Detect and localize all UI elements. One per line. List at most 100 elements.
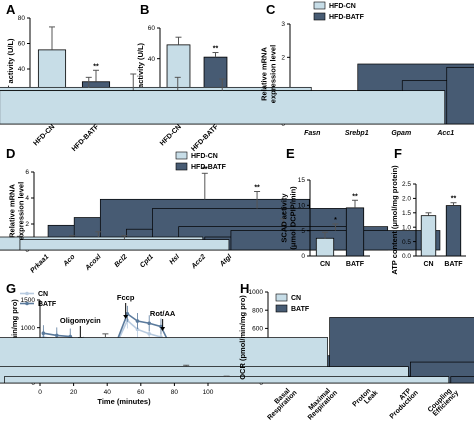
x-category-label-A: HFD-BATF: [71, 123, 101, 153]
y-axis-title-text: Relative mRNA: [8, 184, 17, 238]
bar-F-CN: [420, 215, 437, 257]
y-axis-title-H: OCR (pmol/min/mg pro): [238, 295, 247, 380]
y-tick-label-A: 80: [18, 15, 26, 22]
significance-marker-D: **: [254, 185, 260, 192]
x-category-label-D: Prkaa1: [29, 253, 50, 274]
y-axis-title-B: AST activity (U/L): [136, 42, 145, 105]
y-tick-label-C: 2: [281, 55, 285, 62]
significance-marker-D: *: [334, 217, 337, 224]
legend-swatch-D: [175, 151, 188, 160]
panel-letter-D: D: [6, 146, 15, 161]
annotation-arrowhead-G: [160, 327, 166, 331]
x-tick-label-G: 80: [171, 389, 179, 396]
y-axis-title-F: ATP content (μmol/mg protein): [390, 165, 399, 275]
y-axis-title-A: ALT activity (U/L): [6, 38, 15, 100]
x-category-label-F: CN: [423, 261, 433, 268]
x-category-label-C: Gpam: [391, 130, 411, 137]
significance-marker-D: *: [282, 212, 285, 219]
annotation-label-G: Fccp: [117, 293, 135, 302]
legend-label-H: BATF: [291, 306, 310, 313]
significance-marker-A: **: [93, 63, 99, 70]
annotation-label-G: Rot/AA: [150, 309, 176, 318]
data-point-BATF: [125, 312, 130, 316]
x-category-label-D: Aco: [62, 253, 78, 269]
y-axis-title-text: expression level: [269, 45, 278, 103]
bar-E-CN: [315, 237, 335, 257]
y-tick-label-D: 4: [25, 195, 29, 202]
y-tick-label-D: 0: [25, 247, 29, 254]
y-tick-label-B: 60: [148, 25, 156, 32]
x-category-label-D: Bcl2: [113, 253, 128, 268]
x-category-label-E: BATF: [346, 261, 365, 268]
panel-letter-G: G: [6, 281, 16, 296]
legend-label-C: HFD-CN: [329, 3, 356, 10]
x-tick-label-G: 60: [137, 389, 145, 396]
y-tick-label-D: 2: [25, 221, 29, 228]
legend-marker-G: [25, 291, 29, 296]
data-point-BATF: [135, 319, 140, 323]
y-tick-label-B: 40: [148, 56, 156, 63]
panel-letter-A: A: [6, 2, 16, 17]
y-tick-label-G: 1500: [21, 297, 36, 304]
data-point-BATF: [41, 331, 46, 336]
panel-letter-C: C: [266, 2, 276, 17]
x-category-label-B: HFD-BATF: [190, 123, 220, 153]
y-axis-title-text: (μmol DCPIP/min): [289, 186, 298, 250]
y-tick-label-F: 1.0: [402, 224, 411, 231]
bar-H-CN-Coupling Efficiency: [4, 376, 450, 384]
y-axis-title-text: OCR (pmol/min/mg pro): [238, 295, 247, 380]
legend-swatch-H: [275, 304, 288, 313]
legend-label-G: CN: [38, 291, 48, 298]
y-tick-label-E: 5: [301, 228, 305, 235]
y-axis-title-C: Relative mRNA expression level: [260, 45, 278, 103]
x-tick-label-G: 100: [203, 389, 214, 396]
y-axis-title-D: Relative mRNA expression level: [8, 182, 26, 240]
significance-marker-E: **: [352, 193, 358, 200]
data-point-BATF: [147, 321, 151, 326]
x-axis-title-G: Time (minutes): [97, 397, 151, 406]
y-tick-label-A: 60: [18, 41, 26, 48]
y-tick-label-C: 0: [281, 121, 285, 128]
bar-C-HFD-BATF-Acc1: [446, 66, 474, 125]
x-category-label-D: Cpt1: [139, 253, 155, 269]
bar-C-HFD-CN-Acc1: [0, 90, 446, 125]
legend-label-D: HFD-BATF: [191, 164, 227, 171]
significance-marker-F: **: [451, 196, 457, 203]
y-tick-label-C: 3: [281, 21, 285, 28]
bar-F-BATF: [445, 205, 462, 257]
y-tick-label-F: 2.0: [402, 196, 411, 203]
bar-E-BATF: [345, 207, 365, 257]
y-tick-label-F: 1.5: [402, 210, 411, 217]
x-category-label-D: Hsl: [168, 253, 181, 266]
x-category-label-C: Fasn: [304, 130, 320, 137]
y-axis-title-text: Relative mRNA: [260, 47, 269, 101]
panel-letter-H: H: [240, 281, 249, 296]
x-category-label-B: HFD-CN: [159, 123, 183, 147]
y-tick-label-E: 15: [298, 177, 306, 184]
significance-marker-D: **: [202, 166, 208, 173]
y-tick-label-H: 600: [252, 326, 263, 333]
legend-swatch-C: [313, 12, 326, 21]
y-tick-label-F: 0.5: [402, 239, 411, 246]
x-tick-label-G: 20: [70, 389, 78, 396]
y-axis-title-text: expression level: [17, 182, 26, 240]
x-category-label-A: HFD-CN: [32, 123, 56, 147]
legend-marker-G: [25, 301, 29, 306]
y-axis-title-text: ATP content (μmol/mg protein): [390, 165, 399, 275]
y-tick-label-A: 40: [18, 66, 26, 73]
y-axis-title-text: SCAD activity: [280, 193, 289, 243]
y-tick-label-G: 1000: [21, 325, 36, 332]
x-category-label-D: Acoxl: [84, 253, 104, 273]
data-point-CN: [147, 331, 151, 336]
panel-letter-F: F: [394, 146, 402, 161]
x-tick-label-G: 0: [38, 389, 42, 396]
legend-swatch-D: [175, 162, 188, 171]
x-tick-label-G: 40: [104, 389, 112, 396]
x-category-label-E: CN: [320, 261, 330, 268]
panel-letter-E: E: [286, 146, 295, 161]
data-point-CN: [135, 327, 140, 332]
x-category-label-C: Srebp1: [345, 130, 369, 137]
legend-label-C: HFD-BATF: [329, 14, 365, 21]
y-tick-label-E: 10: [298, 203, 306, 210]
